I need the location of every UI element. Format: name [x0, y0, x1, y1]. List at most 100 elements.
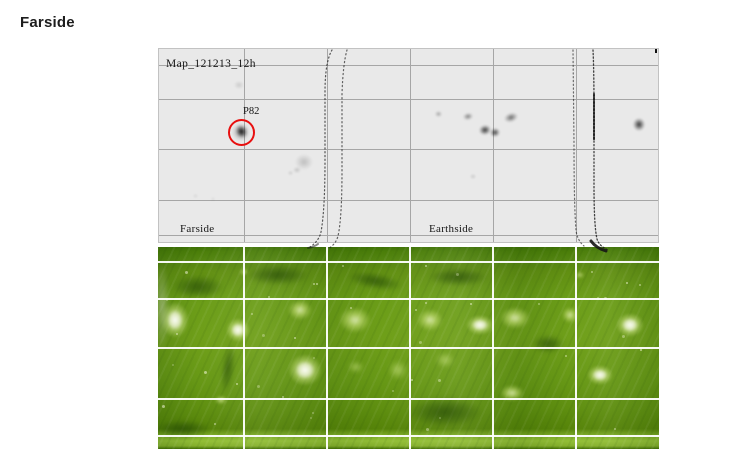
bright-speck	[626, 282, 628, 284]
activity-blob	[489, 126, 501, 138]
bright-speck	[411, 379, 413, 381]
active-region	[161, 302, 189, 338]
grid-line-vertical	[493, 49, 494, 242]
bright-speck	[316, 283, 318, 285]
active-region	[388, 360, 408, 380]
bright-speck	[262, 334, 265, 337]
grid-line-vertical	[576, 49, 577, 242]
bright-speck	[257, 385, 260, 388]
active-region	[435, 352, 455, 368]
active-region	[500, 385, 524, 401]
activity-blob	[470, 173, 476, 179]
bright-speck	[591, 271, 593, 273]
bright-speck	[565, 355, 567, 357]
white-grid-line-horizontal	[158, 298, 659, 300]
coronal-dark-region	[158, 420, 211, 438]
bright-speck	[162, 405, 165, 408]
active-region	[500, 307, 530, 329]
active-region	[616, 313, 644, 337]
coronal-dark-region	[218, 341, 238, 395]
solar-maps-collage: Map_121213_12h P82 Farside Earthside	[158, 48, 659, 449]
active-region	[417, 309, 443, 331]
white-grid-line-horizontal	[158, 261, 659, 263]
coronal-dark-region	[158, 262, 170, 352]
grid-line-horizontal	[159, 235, 658, 236]
bright-speck	[640, 349, 642, 351]
activity-blob	[211, 197, 215, 201]
white-grid-line-horizontal	[158, 435, 659, 437]
white-grid-line-horizontal	[158, 398, 659, 400]
earthside-region-label: Earthside	[429, 223, 474, 235]
bright-speck	[456, 273, 459, 276]
active-region	[348, 361, 364, 373]
detection-circle	[227, 118, 255, 146]
active-region	[288, 300, 312, 320]
grid-line-vertical	[244, 49, 245, 242]
bright-speck	[312, 412, 314, 414]
euv-synoptic-map[interactable]	[158, 247, 659, 449]
map-title: Map_121213_12h	[166, 58, 256, 70]
bright-speck	[236, 383, 238, 385]
active-region	[576, 272, 584, 278]
bright-speck	[268, 296, 270, 298]
active-region	[215, 396, 227, 404]
bright-speck	[622, 335, 625, 338]
activity-blob	[295, 154, 313, 170]
bright-speck	[313, 283, 315, 285]
bright-speck	[294, 337, 296, 339]
coronal-dark-region	[428, 268, 488, 286]
grid-line-horizontal	[159, 149, 658, 150]
bright-speck	[415, 309, 417, 311]
bright-speck	[176, 333, 178, 335]
bright-speck	[538, 303, 540, 305]
grid-line-horizontal	[159, 99, 658, 100]
page-title: Farside	[20, 14, 75, 31]
grid-line-horizontal	[159, 65, 658, 66]
coronal-dark-region	[407, 397, 483, 427]
activity-blob	[293, 167, 301, 173]
grid-line-vertical	[327, 49, 328, 242]
bright-speck	[185, 271, 188, 274]
bright-speck	[310, 417, 312, 419]
bright-speck	[439, 417, 441, 419]
bright-speck	[342, 265, 344, 267]
corner-tick	[655, 49, 657, 53]
coronal-dark-region	[532, 335, 564, 353]
coronal-dark-region	[246, 265, 310, 285]
activity-blob	[234, 81, 244, 89]
farside-region-label: Farside	[180, 223, 215, 235]
active-region	[288, 354, 322, 386]
white-grid-line-horizontal	[158, 347, 659, 349]
activity-blob	[434, 111, 442, 117]
bright-speck	[282, 396, 284, 398]
bright-speck	[350, 307, 352, 309]
bright-speck	[614, 428, 616, 430]
activity-blob	[502, 110, 520, 124]
grid-line-horizontal	[159, 200, 658, 201]
marker-label: P82	[243, 106, 260, 117]
active-region	[587, 365, 613, 385]
bright-speck	[166, 299, 168, 301]
activity-blob	[633, 117, 645, 131]
active-region	[226, 318, 250, 342]
bright-speck	[425, 302, 427, 304]
active-region	[339, 307, 371, 333]
bright-speck	[470, 303, 472, 305]
bright-speck	[425, 265, 427, 267]
farside-activity-map[interactable]: Map_121213_12h P82 Farside Earthside	[158, 48, 659, 243]
bright-speck	[392, 390, 394, 392]
active-region	[562, 307, 578, 323]
grid-line-vertical	[410, 49, 411, 242]
activity-blob	[462, 111, 474, 121]
activity-blob	[287, 171, 293, 175]
bright-speck	[172, 364, 174, 366]
bright-speck	[313, 357, 315, 359]
active-region	[466, 315, 494, 335]
bright-speck	[438, 379, 441, 382]
bright-speck	[419, 341, 422, 344]
bright-speck	[639, 284, 641, 286]
activity-blob	[192, 194, 198, 198]
bright-speck	[426, 428, 429, 431]
bright-speck	[214, 423, 216, 425]
